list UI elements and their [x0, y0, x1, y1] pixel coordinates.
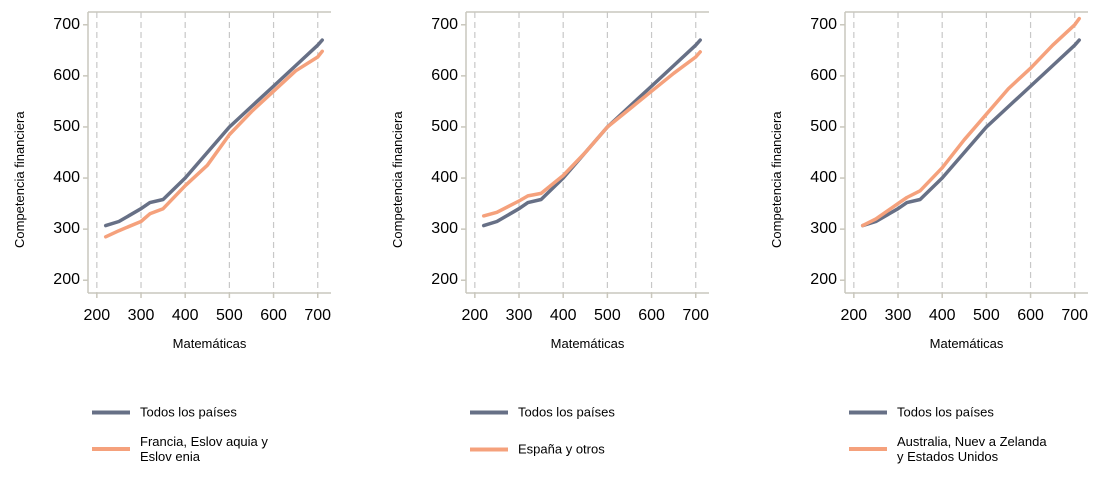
y-tick-label: 500 [810, 117, 837, 135]
y-tick-label: 300 [53, 220, 80, 238]
x-tick-label: 200 [83, 307, 111, 324]
legend-label: Australia, Nuev a Zelanda y Estados Unid… [897, 434, 1047, 464]
y-tick-label: 600 [431, 66, 458, 84]
y-tick-label: 200 [53, 271, 80, 289]
legend-label: Francia, Eslov aquia y Eslov enia [140, 434, 268, 464]
chart-svg [83, 11, 331, 298]
y-tick-label: 200 [431, 271, 458, 289]
legend-item: España y otros [470, 442, 605, 457]
x-tick-label: 400 [928, 307, 956, 324]
legend-swatch [849, 447, 887, 451]
y-tick-label: 500 [431, 117, 458, 135]
x-tick-label: 700 [304, 307, 332, 324]
y-tick-label: 700 [431, 15, 458, 33]
legend-swatch [849, 410, 887, 414]
x-tick-label: 200 [840, 307, 868, 324]
legend-label: Todos los países [897, 404, 994, 420]
series-line-group [481, 50, 702, 218]
y-tick-label: 400 [810, 169, 837, 187]
legend-item: Todos los países [470, 405, 615, 420]
x-axis-title: Matemáticas [172, 336, 247, 351]
chart-panel-3: 200 300 400 500 600 700 200 300 400 500 600 700 Mate… [757, 0, 1096, 489]
y-tick-label: 400 [431, 169, 458, 187]
legend-label: España y otros [518, 441, 605, 457]
legend-swatch [92, 447, 130, 451]
x-tick-label: 600 [260, 307, 287, 324]
legend-label: Todos los países [140, 404, 237, 420]
series-line-group [103, 49, 324, 239]
chart-svg [461, 11, 709, 298]
y-tick-label: 500 [53, 117, 80, 135]
legend-label: Todos los países [518, 404, 615, 420]
legend-item: Francia, Eslov aquia y Eslov enia [92, 434, 268, 464]
series-line-group [860, 16, 1081, 228]
legend-item: Australia, Nuev a Zelanda y Estados Unid… [849, 434, 1047, 464]
chart-panel-2: 200 300 400 500 600 700 200 300 400 500 600 700 Mate… [378, 0, 743, 489]
x-tick-label: 300 [884, 307, 912, 324]
legend-item: Todos los países [849, 405, 994, 420]
x-axis-title: Matemáticas [929, 336, 1004, 351]
series-line-all-countries [103, 38, 324, 228]
x-axis-title: Matemáticas [550, 336, 625, 351]
x-tick-label: 300 [505, 307, 533, 324]
x-tick-label: 400 [549, 307, 577, 324]
x-tick-label: 300 [127, 307, 155, 324]
y-tick-label: 600 [810, 66, 837, 84]
legend-item: Todos los países [92, 405, 237, 420]
series-line-all-countries [860, 38, 1081, 228]
x-tick-label: 400 [171, 307, 199, 324]
y-axis-title: Competencia financiera [390, 111, 405, 248]
y-tick-label: 300 [810, 220, 837, 238]
y-tick-label: 700 [810, 15, 837, 33]
y-tick-label: 400 [53, 169, 80, 187]
legend-swatch [92, 410, 130, 414]
legend-swatch [470, 447, 508, 451]
x-tick-label: 700 [682, 307, 710, 324]
x-tick-label: 700 [1061, 307, 1089, 324]
y-axis-title: Competencia financiera [12, 111, 27, 248]
x-tick-label: 600 [1017, 307, 1044, 324]
y-tick-label: 300 [431, 220, 458, 238]
chart-panel-1: 200 300 400 500 600 700 200 300 400 500 600 700 Mate… [0, 0, 365, 489]
y-tick-label: 700 [53, 15, 80, 33]
x-tick-label: 600 [638, 307, 665, 324]
y-tick-label: 600 [53, 66, 80, 84]
legend-swatch [470, 410, 508, 414]
y-axis-title: Competencia financiera [769, 111, 784, 248]
series-line-all-countries [481, 38, 702, 228]
x-tick-label: 500 [594, 307, 621, 324]
x-tick-label: 500 [973, 307, 1000, 324]
chart-svg [840, 11, 1088, 298]
y-tick-label: 200 [810, 271, 837, 289]
x-tick-label: 200 [461, 307, 489, 324]
x-tick-label: 500 [216, 307, 243, 324]
